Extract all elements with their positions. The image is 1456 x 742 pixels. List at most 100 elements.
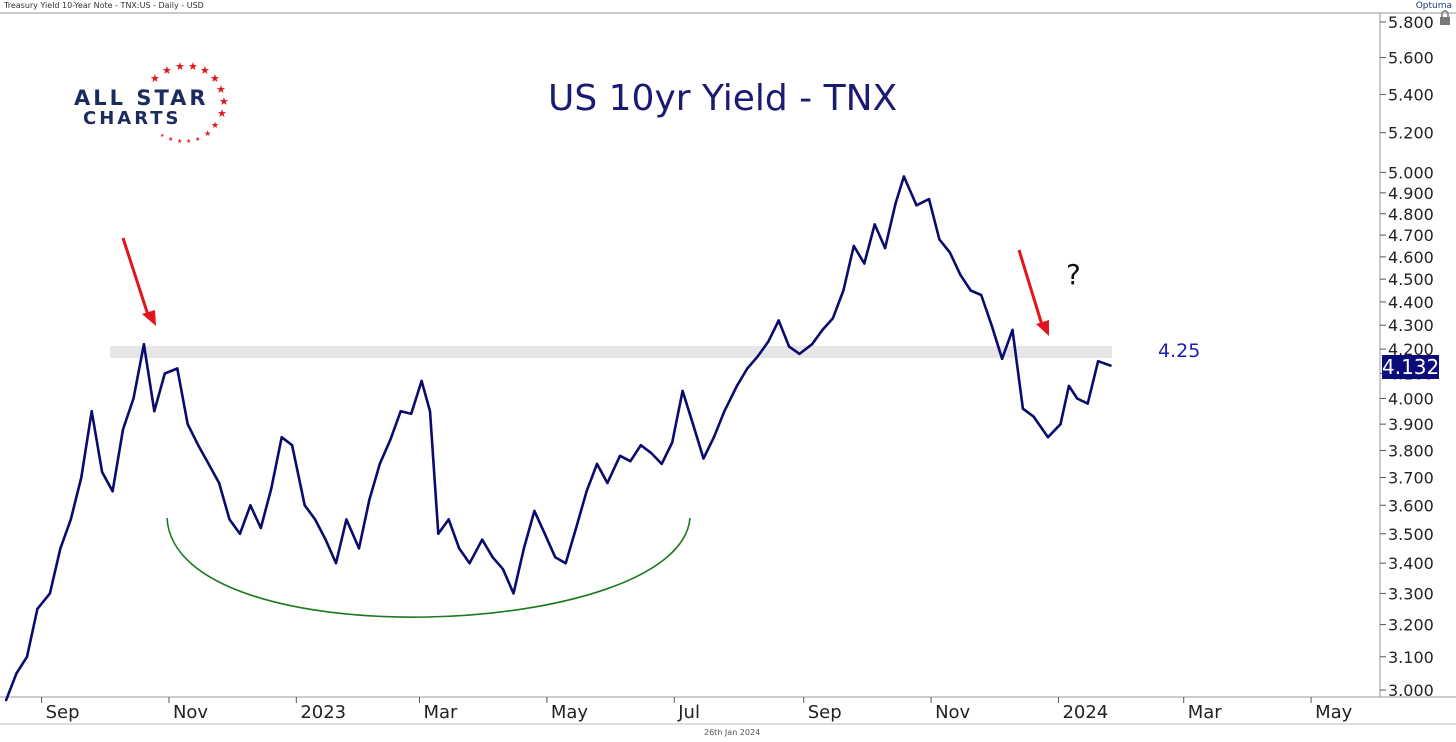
svg-text:★: ★ [219,96,229,108]
series-point [176,367,179,370]
series-point [512,592,515,595]
series-point [585,490,588,493]
chart-title: US 10yr Yield - TNX [548,78,898,119]
series-point [533,509,536,513]
series-point [660,462,663,466]
series-point [606,481,609,485]
lock-icon [1440,10,1450,25]
series-point [821,328,824,332]
level-label: 4.25 [1158,340,1201,362]
series-point [368,498,371,501]
y-tick-label: 3.200 [1388,616,1434,635]
x-tick-label: May [1315,702,1353,723]
x-tick-label: Jul [677,702,700,723]
series-point [334,562,338,565]
series-point [777,319,780,322]
series-point [681,389,684,393]
series-point [121,428,125,431]
y-tick-label: 4.200 [1388,340,1434,359]
series-point [280,436,283,439]
series-point [883,246,887,250]
svg-text:★: ★ [162,65,172,77]
y-tick-label: 5.400 [1388,85,1434,104]
arrow-left [121,237,156,326]
y-tick-label: 5.600 [1388,49,1434,68]
last-value-badge: 4.132 [1382,355,1440,379]
y-tick-label: 4.000 [1388,389,1434,408]
series-point [100,470,104,474]
svg-text:★: ★ [211,120,219,130]
series-point [959,273,962,276]
question-annotation: ? [1066,258,1081,291]
svg-text:★: ★ [210,73,220,85]
series-point [132,397,135,400]
series-point [990,324,993,327]
series-point [290,444,294,447]
series-point [501,568,505,571]
svg-text:★: ★ [217,108,227,120]
series-point [810,343,814,346]
series-point [259,526,262,530]
y-tick-label: 5.800 [1388,13,1434,32]
svg-text:★: ★ [186,138,191,145]
series-point [153,410,156,413]
y-tick-label: 3.300 [1388,584,1434,603]
series-point [522,547,526,550]
series-point [15,672,18,675]
chart-header-text: Treasury Yield 10-Year Note - TNX:US - D… [4,1,204,10]
svg-text:★: ★ [160,133,165,139]
y-tick-label: 3.900 [1388,415,1434,434]
series-point [59,547,62,550]
x-tick-label: Mar [424,702,459,723]
series-point [1032,415,1035,418]
series-point [735,384,739,388]
y-tick-label: 3.800 [1388,441,1434,460]
series-point [831,317,835,320]
y-tick-label: 3.000 [1388,681,1434,700]
series-point [842,289,845,292]
series-point [691,423,695,426]
series-point [948,251,952,254]
series-point [163,372,166,375]
series-point [1046,436,1050,439]
series-point [595,462,599,466]
series-point [927,197,931,201]
svg-text:★: ★ [150,73,160,85]
series-point [650,451,653,455]
footer-date: 26th Jan 2024 [704,728,761,737]
svg-text:★: ★ [175,61,185,73]
y-tick-label: 4.500 [1388,270,1434,289]
series-point [574,526,578,530]
series-point [324,538,327,541]
series-point [756,355,759,358]
series-point [671,441,674,444]
series-point [1086,402,1089,405]
y-tick-label: 3.600 [1388,496,1434,515]
series-point [458,547,461,550]
series-point [270,487,273,490]
series-point [554,556,557,559]
series-point [564,562,567,565]
series-point [389,438,392,442]
x-tick-label: Nov [173,702,208,723]
x-tick-label: May [551,702,589,723]
series-point [217,481,221,485]
series-point [902,175,906,178]
series-point [207,462,210,466]
series-point [1076,397,1079,400]
series-point [1000,357,1004,360]
resistance-band [110,346,1112,358]
series-point [852,244,855,248]
series-point [142,343,146,346]
series-point [980,293,983,297]
series-point [1059,423,1062,426]
series-point [969,289,972,292]
logo-line2: CHARTS [83,108,182,129]
series-point [69,518,73,521]
y-tick-label: 5.000 [1388,163,1434,182]
series-point [36,607,39,611]
series-point [238,532,242,535]
series-point [90,410,93,413]
series-point [873,223,876,226]
